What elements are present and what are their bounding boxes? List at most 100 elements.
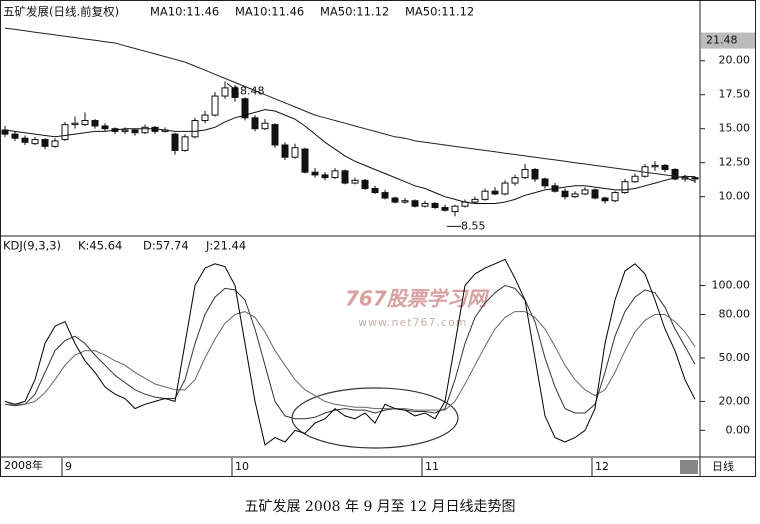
candle-body — [581, 189, 589, 195]
candle-body — [561, 190, 569, 198]
y-tick-label: 50.00 — [719, 351, 751, 364]
candle-body — [361, 179, 369, 189]
candle-body — [61, 124, 69, 141]
candle-body — [671, 168, 679, 180]
candle-body — [181, 136, 189, 151]
candle-body — [591, 189, 599, 199]
candle-body — [481, 190, 489, 200]
legend-entry: J:21.44 — [205, 239, 246, 253]
candle-body — [261, 122, 269, 130]
candle-body — [511, 177, 519, 184]
candle-body — [301, 148, 309, 173]
x-tick-label: 10 — [235, 460, 249, 473]
candle-body — [221, 87, 229, 97]
candle-body — [201, 114, 209, 122]
candle-body — [401, 200, 409, 203]
series-line — [4, 258, 696, 446]
candle-body — [11, 133, 19, 139]
candle-body — [281, 144, 289, 158]
y-tick-label: 20.00 — [719, 54, 751, 67]
candle-body — [41, 139, 49, 147]
legend-entry: MA50:11.12 — [320, 5, 389, 19]
candle-body — [251, 117, 259, 130]
legend-entry: MA10:11.46 — [150, 5, 219, 19]
candle-body — [71, 122, 79, 126]
candle-body — [291, 147, 299, 158]
candle-body — [451, 205, 459, 213]
candle-body — [431, 202, 439, 209]
candle-body — [271, 124, 279, 146]
low-annotation: 8.55 — [461, 219, 486, 232]
high-arrow — [226, 82, 236, 90]
candle-body — [171, 133, 179, 151]
y-tick-label: 17.50 — [719, 88, 751, 101]
candle-body — [311, 171, 319, 176]
candle-body — [351, 179, 359, 184]
candle-body — [101, 125, 109, 130]
y-tick-label: 0.00 — [726, 423, 751, 436]
period-label: 日线 — [712, 459, 734, 473]
chart-title: 五矿发展(日线.前复权) — [3, 5, 119, 19]
candle-body — [441, 207, 449, 211]
candle-body — [131, 129, 139, 134]
candle-body — [611, 192, 619, 202]
watermark-title: 767股票学习网 — [345, 287, 490, 311]
series-line — [4, 284, 696, 420]
x-tick-label: 12 — [595, 460, 609, 473]
frame — [0, 0, 756, 477]
candle-body — [141, 126, 149, 134]
candle-body — [371, 187, 379, 194]
candle-body — [411, 200, 419, 207]
candle-body — [121, 129, 129, 132]
y-tick-label: 15.00 — [719, 122, 751, 135]
candle-body — [691, 177, 699, 180]
high-annotation: 18.48 — [233, 84, 265, 97]
candle-body — [621, 181, 629, 194]
series-line — [5, 311, 696, 411]
candle-body — [601, 197, 609, 202]
candle-body — [421, 202, 429, 207]
watermark-url: www.net767.com — [358, 316, 468, 329]
candle-body — [661, 164, 669, 170]
candle-body — [331, 170, 339, 179]
y-tick-label: 80.00 — [719, 307, 751, 320]
candle-body — [31, 139, 39, 145]
candle-body — [51, 140, 59, 147]
candle-body — [501, 182, 509, 195]
candle-body — [81, 120, 89, 126]
candle-body — [471, 198, 479, 203]
x-tick-label: 9 — [65, 460, 72, 473]
candle-body — [381, 192, 389, 199]
candle-body — [391, 197, 399, 203]
candle-body — [321, 174, 329, 179]
series-line — [4, 109, 696, 204]
legend-entry: D:57.74 — [143, 239, 189, 253]
y-tick-label: 12.50 — [719, 156, 751, 169]
chart-title: KDJ(9,3,3) — [3, 239, 61, 253]
y-tick-label: 10.00 — [719, 190, 751, 203]
header-label: MA50:11.12 — [405, 5, 474, 19]
header-label: MA10:11.46 — [235, 5, 304, 19]
candle-body — [21, 137, 29, 143]
caption: 五矿发展 2008 年 9 月至 12 月日线走势图 — [244, 499, 515, 515]
candle-body — [631, 175, 639, 183]
candle-body — [211, 95, 219, 116]
period-icon — [680, 460, 698, 474]
candle-body — [191, 120, 199, 138]
candle-body — [521, 168, 529, 179]
candle-body — [531, 168, 539, 180]
candle-body — [231, 87, 239, 98]
series-line — [4, 27, 696, 182]
legend-entry: K:45.64 — [78, 239, 122, 253]
candle-body — [491, 190, 499, 195]
y-tick-label: 20.00 — [719, 394, 751, 407]
last-price: 21.48 — [706, 34, 738, 47]
last-price-box — [701, 32, 755, 49]
candle-body — [571, 193, 579, 198]
candle-body — [91, 120, 99, 127]
x-tick-label: 11 — [425, 460, 439, 473]
y-tick-label: 100.00 — [712, 279, 751, 292]
candle-body — [541, 178, 549, 187]
